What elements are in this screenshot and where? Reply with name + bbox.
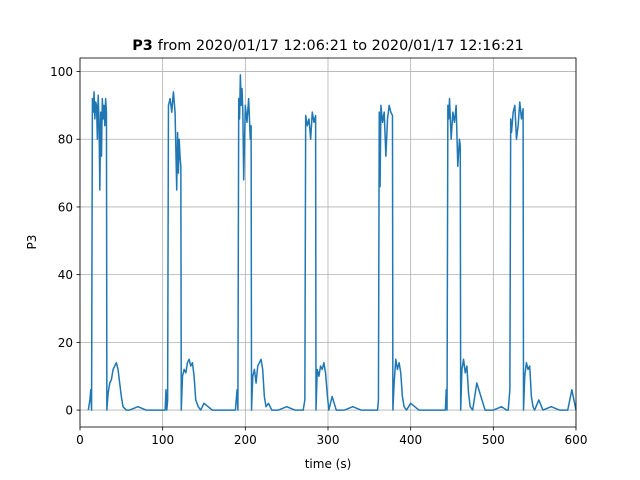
plot-frame <box>79 57 577 428</box>
x-tick-label: 300 <box>317 433 340 447</box>
y-tick-label: 60 <box>58 200 73 214</box>
y-tick-label: 40 <box>58 268 73 282</box>
x-tick-label: 0 <box>76 433 84 447</box>
y-tick-label: 80 <box>58 133 73 147</box>
data-line <box>87 74 577 411</box>
chart-title: P3 from 2020/01/17 12:06:21 to 2020/01/17… <box>132 38 524 54</box>
x-tick-label: 200 <box>234 433 257 447</box>
x-tick-label: 600 <box>565 433 588 447</box>
x-tick-label: 500 <box>482 433 505 447</box>
y-tick-label: 100 <box>50 65 73 79</box>
title-bold: P3 <box>132 38 153 54</box>
x-tick-label: 400 <box>399 433 422 447</box>
y-tick-label: 0 <box>65 404 73 418</box>
y-tick-label: 20 <box>58 336 73 350</box>
x-axis-label: time (s) <box>305 457 352 471</box>
title-rest: from 2020/01/17 12:06:21 to 2020/01/17 1… <box>158 38 524 54</box>
y-axis-label: P3 <box>25 235 39 250</box>
x-tick-label: 100 <box>151 433 174 447</box>
